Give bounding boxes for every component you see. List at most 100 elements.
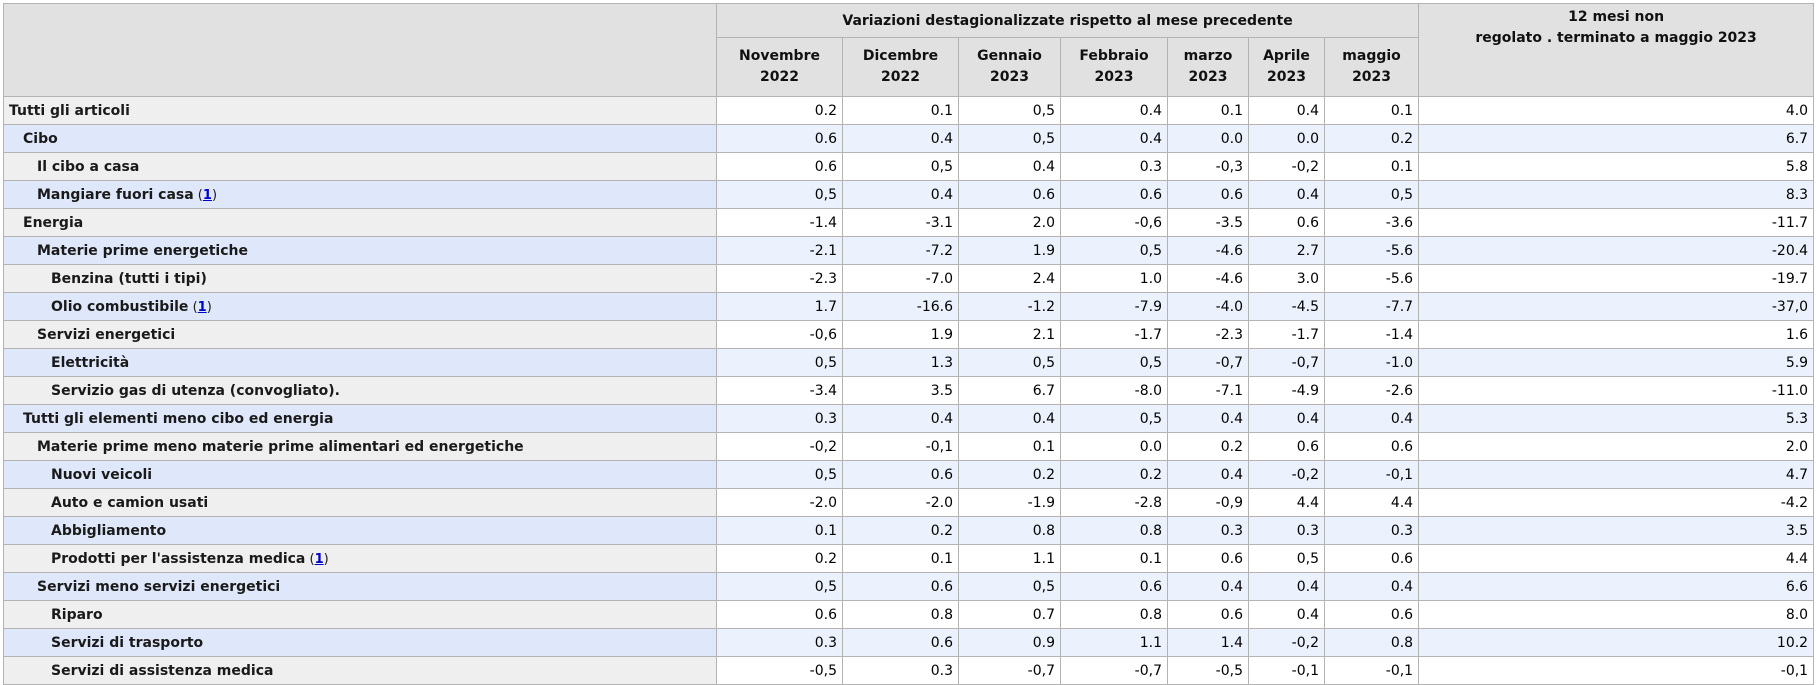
value-cell-twelve-month: 4.7 bbox=[1418, 460, 1815, 489]
value-cell-month-4: 0.1 bbox=[1167, 96, 1249, 125]
header-month-year: 2023 bbox=[1188, 69, 1228, 85]
table-row: Il cibo a casa 0.6 0,5 0.4 0.3 -0,3 -0,2 0.1 5.8 bbox=[3, 152, 1815, 181]
table-row: Servizi energetici -0,6 1.9 2.1 -1.7 -2.3 -1.7… bbox=[3, 320, 1815, 349]
value-cell-month-2: 0,5 bbox=[958, 96, 1061, 125]
value-cell-month-6: 0.1 bbox=[1323, 152, 1420, 181]
header-month-1: Dicembre 2022 bbox=[842, 37, 959, 97]
value-cell-month-0: 0.3 bbox=[716, 628, 843, 657]
table-row: Tutti gli articoli 0.2 0.1 0,5 0.4 0.1 0.4 0.1 4… bbox=[3, 96, 1815, 125]
cpi-change-table: Variazioni destagionalizzate rispetto al… bbox=[3, 3, 1815, 685]
value-cell-month-6: 0.6 bbox=[1323, 432, 1420, 461]
value-cell-month-6: 0.1 bbox=[1323, 96, 1420, 125]
value-cell-month-4: 1.4 bbox=[1167, 628, 1249, 657]
table-row: Tutti gli elementi meno cibo ed energia 0… bbox=[3, 404, 1815, 433]
value-cell-twelve-month: 8.3 bbox=[1418, 180, 1815, 209]
header-month-0: Novembre 2022 bbox=[716, 37, 843, 97]
row-label-cell: Abbigliamento bbox=[3, 516, 717, 545]
row-label: Servizi meno servizi energetici bbox=[37, 578, 281, 595]
value-cell-month-3: 0,5 bbox=[1060, 404, 1168, 433]
value-cell-month-5: -1.7 bbox=[1248, 320, 1325, 349]
header-month-year: 2022 bbox=[760, 69, 799, 85]
header-month-year: 2022 bbox=[881, 69, 920, 85]
value-cell-month-3: 0.4 bbox=[1060, 124, 1168, 153]
value-cell-month-1: -0,1 bbox=[842, 432, 959, 461]
value-cell-month-1: 0.6 bbox=[842, 460, 959, 489]
value-cell-month-6: -0,1 bbox=[1323, 460, 1420, 489]
footnote-link[interactable]: 1 bbox=[202, 187, 212, 203]
value-cell-month-5: 0.6 bbox=[1248, 432, 1325, 461]
value-cell-month-2: 0.2 bbox=[958, 460, 1061, 489]
value-cell-month-6: 0.6 bbox=[1323, 600, 1420, 629]
row-label: Benzina (tutti i tipi) bbox=[51, 270, 207, 287]
value-cell-month-1: 0.6 bbox=[842, 628, 959, 657]
value-cell-month-4: -4.6 bbox=[1167, 264, 1249, 293]
row-label-cell: Elettricità bbox=[3, 348, 717, 377]
value-cell-month-4: -4.6 bbox=[1167, 236, 1249, 265]
value-cell-month-1: -3.1 bbox=[842, 208, 959, 237]
value-cell-month-4: 0.6 bbox=[1167, 544, 1249, 573]
table-row: Cibo 0.6 0.4 0,5 0.4 0.0 0.0 0.2 6.7 bbox=[3, 124, 1815, 153]
value-cell-month-4: 0.0 bbox=[1167, 124, 1249, 153]
value-cell-month-5: -0,2 bbox=[1248, 628, 1325, 657]
row-label: Elettricità bbox=[51, 354, 130, 371]
footnote-link[interactable]: 1 bbox=[197, 299, 207, 315]
value-cell-month-2: 0.1 bbox=[958, 432, 1061, 461]
value-cell-month-2: 6.7 bbox=[958, 376, 1061, 405]
value-cell-twelve-month: -20.4 bbox=[1418, 236, 1815, 265]
value-cell-month-1: 0.1 bbox=[842, 96, 959, 125]
value-cell-month-3: 0.6 bbox=[1060, 572, 1168, 601]
value-cell-month-5: 0.6 bbox=[1248, 208, 1325, 237]
table-row: Benzina (tutti i tipi) -2.3 -7.0 2.4 1.0 -4.6… bbox=[3, 264, 1815, 293]
value-cell-month-6: -5.6 bbox=[1323, 236, 1420, 265]
value-cell-month-0: 1.7 bbox=[716, 292, 843, 321]
value-cell-month-4: -7.1 bbox=[1167, 376, 1249, 405]
value-cell-month-3: 0.0 bbox=[1060, 432, 1168, 461]
value-cell-month-6: 4.4 bbox=[1323, 488, 1420, 517]
table-row: Riparo 0.6 0.8 0.7 0.8 0.6 0.4 0.6 8.0 bbox=[3, 600, 1815, 629]
value-cell-month-0: 0,5 bbox=[716, 348, 843, 377]
value-cell-month-4: -0,3 bbox=[1167, 152, 1249, 181]
value-cell-month-0: -0,5 bbox=[716, 656, 843, 685]
header-month-name: marzo bbox=[1183, 48, 1233, 64]
value-cell-month-6: -0,1 bbox=[1323, 656, 1420, 685]
row-label: Auto e camion usati bbox=[51, 494, 209, 511]
value-cell-month-4: -4.0 bbox=[1167, 292, 1249, 321]
value-cell-month-6: 0.3 bbox=[1323, 516, 1420, 545]
header-month-name: Febbraio bbox=[1079, 48, 1149, 64]
table-row: Materie prime energetiche -2.1 -7.2 1.9 0,5-… bbox=[3, 236, 1815, 265]
value-cell-month-3: -0,6 bbox=[1060, 208, 1168, 237]
value-cell-month-4: 0.4 bbox=[1167, 572, 1249, 601]
value-cell-month-4: 0.4 bbox=[1167, 404, 1249, 433]
value-cell-month-2: -1.2 bbox=[958, 292, 1061, 321]
header-month-year: 2023 bbox=[1267, 69, 1306, 85]
value-cell-month-2: 0,5 bbox=[958, 572, 1061, 601]
value-cell-month-5: 0.4 bbox=[1248, 96, 1325, 125]
value-cell-month-3: 1.0 bbox=[1060, 264, 1168, 293]
footnote-link[interactable]: 1 bbox=[314, 551, 324, 567]
header-month-year: 2023 bbox=[1352, 69, 1392, 85]
value-cell-twelve-month: -11.0 bbox=[1418, 376, 1815, 405]
table-row: Olio combustibile (1) 1.7 -16.6 -1.2 -7.9 -4.… bbox=[3, 292, 1815, 321]
row-label-cell: Servizi di assistenza medica bbox=[3, 656, 717, 685]
value-cell-month-6: 0.4 bbox=[1323, 404, 1420, 433]
value-cell-month-0: 0.2 bbox=[716, 96, 843, 125]
header-month-3: Febbraio 2023 bbox=[1060, 37, 1168, 97]
value-cell-month-6: -1.0 bbox=[1323, 348, 1420, 377]
table-row: Abbigliamento 0.1 0.2 0.8 0.8 0.3 0.3 0.3 3.5 bbox=[3, 516, 1815, 545]
value-cell-month-0: -2.3 bbox=[716, 264, 843, 293]
value-cell-month-0: 0,5 bbox=[716, 180, 843, 209]
value-cell-month-2: 0.7 bbox=[958, 600, 1061, 629]
value-cell-month-5: -0,2 bbox=[1248, 460, 1325, 489]
row-label-cell: Servizi meno servizi energetici bbox=[3, 572, 717, 601]
row-label: Olio combustibile bbox=[51, 298, 189, 315]
row-label: Cibo bbox=[23, 130, 58, 147]
cpi-table-container: Variazioni destagionalizzate rispetto al… bbox=[3, 3, 1815, 685]
header-month-2: Gennaio 2023 bbox=[958, 37, 1061, 97]
row-label-cell: Tutti gli articoli bbox=[3, 96, 717, 125]
value-cell-month-0: 0.2 bbox=[716, 544, 843, 573]
value-cell-month-1: 1.9 bbox=[842, 320, 959, 349]
value-cell-month-0: 0.6 bbox=[716, 152, 843, 181]
value-cell-month-3: 0.1 bbox=[1060, 544, 1168, 573]
value-cell-twelve-month: 4.4 bbox=[1418, 544, 1815, 573]
header-month-name: Gennaio bbox=[977, 48, 1042, 64]
